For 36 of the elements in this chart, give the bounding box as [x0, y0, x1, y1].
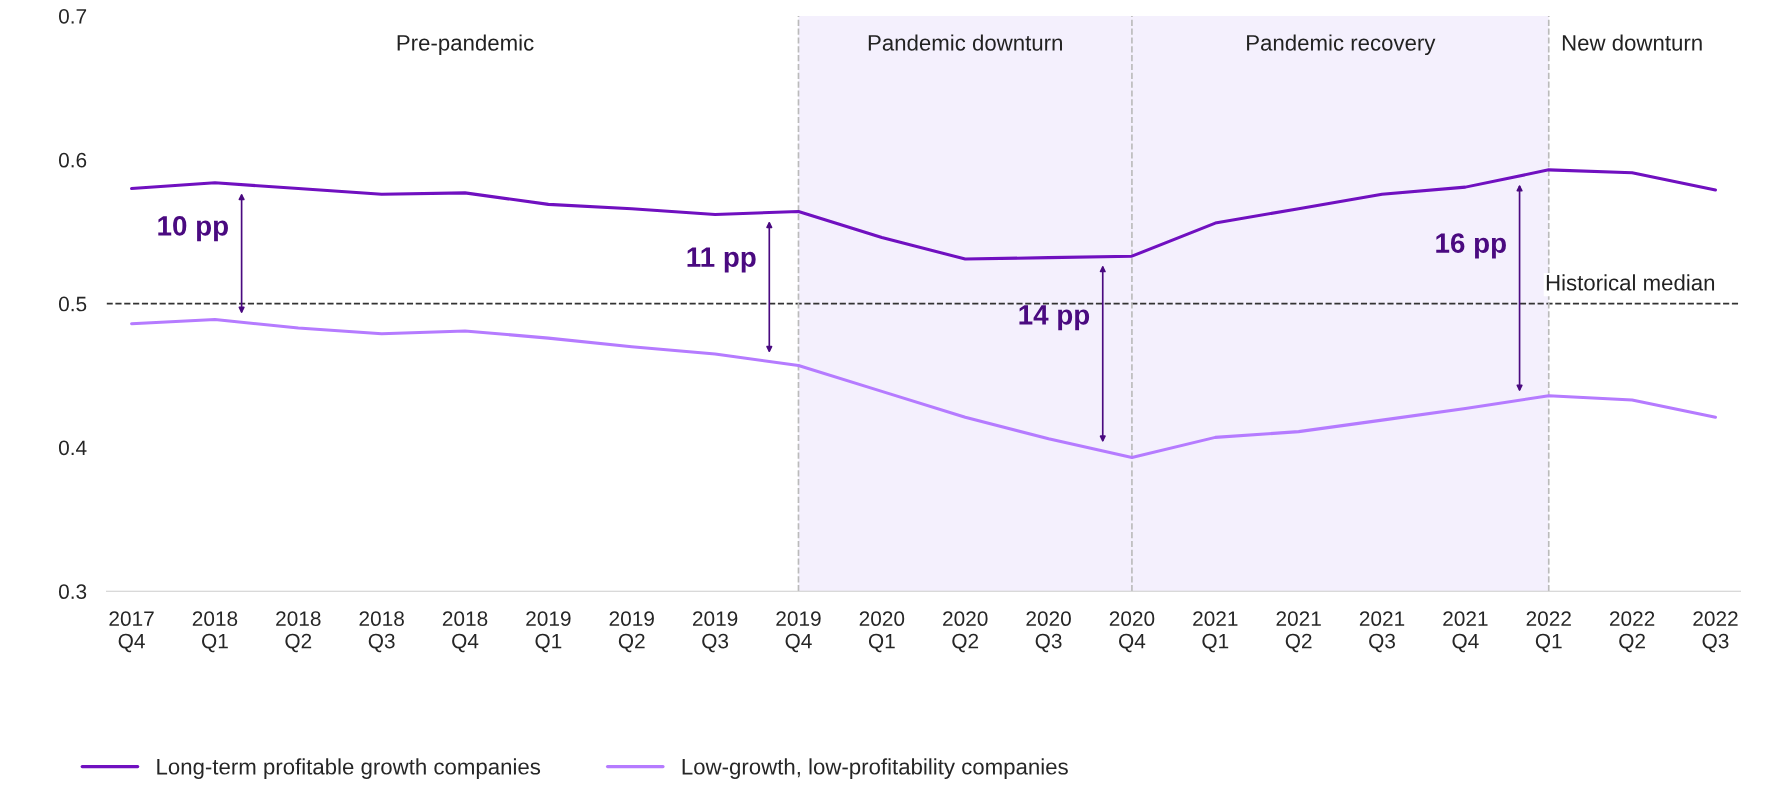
x-tick-label: 2022 Q1 — [1526, 611, 1571, 653]
legend-label: Low-growth, low-profitability companies — [682, 758, 1068, 779]
annotation: New downturn — [1562, 34, 1702, 51]
band-label: Pandemic recovery — [1247, 34, 1436, 56]
annotation: 10 pp — [158, 216, 228, 242]
x-tick-label: 2020 Q2 — [943, 611, 988, 653]
y-tick-label: 0.6 — [58, 152, 87, 168]
annotation: 11 pp — [687, 247, 756, 273]
annotation: 14 pp — [1019, 305, 1090, 331]
annotation: Pre-pandemic — [397, 34, 534, 56]
x-tick-label: 2018 Q2 — [276, 611, 321, 653]
x-tick-label: 2020 Q1 — [859, 611, 905, 653]
x-tick-label: 2018 Q3 — [359, 611, 404, 653]
legend-label: Long-term profitable growth companies — [157, 758, 541, 779]
x-tick-label: 2018 Q4 — [442, 611, 488, 653]
band-label: Pandemic downturn — [868, 34, 1062, 51]
ref-line-label: Historical median — [1546, 274, 1715, 291]
x-tick-label: 2021 Q2 — [1276, 611, 1321, 653]
x-tick-label: 2021 Q3 — [1359, 611, 1405, 653]
x-tick-label: 2020 Q3 — [1026, 611, 1071, 653]
x-tick-label: 2019 Q2 — [609, 611, 654, 653]
x-tick-label: 2017 Q4 — [109, 611, 154, 653]
x-tick-label: 2018 Q1 — [192, 611, 238, 653]
y-tick-label: 0.5 — [58, 296, 87, 312]
x-tick-label: 2022 Q2 — [1609, 611, 1655, 653]
y-tick-label: 0.7 — [58, 8, 87, 24]
x-tick-label: 2019 Q4 — [776, 611, 821, 653]
annotation: 16 pp — [1436, 233, 1506, 259]
x-tick-label: 2021 Q1 — [1193, 611, 1238, 653]
x-tick-label: 2020 Q4 — [1109, 611, 1155, 653]
y-tick-label: 0.3 — [58, 584, 87, 600]
x-tick-label: 2019 Q1 — [526, 611, 571, 653]
x-tick-label: 2021 Q4 — [1443, 611, 1488, 653]
x-tick-label: 2022 Q3 — [1693, 611, 1738, 653]
x-tick-label: 2019 Q3 — [692, 611, 738, 653]
y-tick-label: 0.4 — [58, 440, 87, 456]
